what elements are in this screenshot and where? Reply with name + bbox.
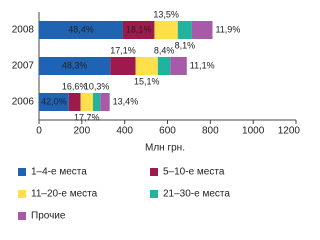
- legend-label: 11–20-е места: [31, 189, 98, 200]
- data-label: 18,1%: [126, 24, 152, 34]
- bar-segment: [110, 57, 136, 75]
- legend-swatch: [150, 190, 158, 198]
- bar-segment: [177, 21, 192, 39]
- chart: Млн грн. 0 200 400 600 800 1000 1200 2008 48,4% 1…: [12, 9, 300, 221]
- x-axis-title: Млн грн.: [145, 143, 185, 154]
- data-label: 11,1%: [190, 60, 215, 70]
- x-tick-label: 200: [73, 126, 90, 137]
- x-tick-label: 800: [202, 126, 219, 137]
- data-label: 48,4%: [68, 24, 94, 34]
- bar-segment: [122, 21, 155, 39]
- data-label: 13,5%: [153, 9, 179, 19]
- legend-swatch: [18, 212, 26, 220]
- bar-segment: [68, 93, 81, 111]
- legend-swatch: [150, 168, 158, 176]
- x-tick-label: 400: [116, 126, 133, 137]
- x-tick-label: 600: [159, 126, 176, 137]
- data-label: 13,4%: [113, 96, 139, 106]
- data-label: 42,0%: [41, 96, 67, 106]
- data-label: 16,6%: [62, 81, 88, 91]
- x-tick-label: 0: [36, 126, 42, 137]
- data-label: 48,3%: [62, 60, 88, 70]
- legend-label: Прочие: [31, 211, 66, 221]
- legend-swatch: [18, 190, 26, 198]
- data-label: 8,4%: [154, 45, 175, 55]
- data-label: 10,3%: [84, 81, 110, 91]
- legend-label: 1–4-е места: [31, 167, 87, 178]
- data-label: 15,1%: [134, 76, 160, 86]
- y-tick-label: 2006: [12, 97, 35, 108]
- data-label: 17,7%: [74, 112, 100, 122]
- bar-segment: [39, 57, 111, 75]
- bar-segment: [39, 93, 69, 111]
- bar-segment: [135, 57, 158, 75]
- bar-segment: [157, 57, 171, 75]
- data-label: 17,1%: [110, 45, 136, 55]
- y-tick-label: 2007: [12, 61, 35, 72]
- data-label: 11,9%: [215, 24, 240, 34]
- bar-segment: [80, 93, 93, 111]
- bar-segment: [170, 57, 187, 75]
- x-tick-label: 1000: [242, 126, 265, 137]
- bar-segment: [39, 21, 123, 39]
- bar-segment: [100, 93, 110, 111]
- legend-label: 21–30-е места: [163, 189, 230, 200]
- legend-label: 5–10-е места: [163, 167, 225, 178]
- x-tick-label: 1200: [278, 126, 300, 137]
- y-tick-label: 2008: [12, 25, 35, 36]
- bar-segment: [92, 93, 101, 111]
- bar-segment: [154, 21, 178, 39]
- legend-swatch: [18, 168, 26, 176]
- data-label: 8,1%: [175, 40, 196, 50]
- bar-segment: [191, 21, 213, 39]
